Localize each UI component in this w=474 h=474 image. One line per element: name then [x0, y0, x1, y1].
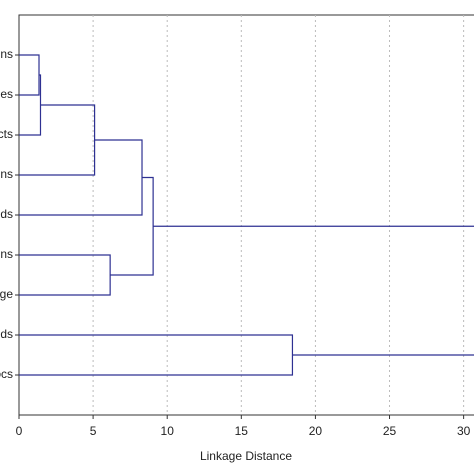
- merge-link: [19, 139, 143, 216]
- x-axis-label: Linkage Distance: [200, 449, 292, 463]
- x-tick-label: 10: [161, 424, 175, 438]
- leaf-label: ocs: [0, 367, 13, 381]
- merge-link: [19, 74, 42, 136]
- leaf-label: cts: [0, 127, 13, 141]
- merge-link: [19, 54, 40, 96]
- leaf-label: ns: [0, 167, 13, 181]
- merge-link: [19, 104, 96, 176]
- x-tick-label: 20: [309, 424, 323, 438]
- x-tick-label: 5: [90, 424, 97, 438]
- leaf-label: ds: [0, 327, 13, 341]
- leaf-label: ge: [0, 287, 13, 301]
- x-tick-label: 15: [235, 424, 249, 438]
- leaf-label: ns: [0, 47, 13, 61]
- x-tick-label: 30: [457, 424, 471, 438]
- merge-link: [19, 334, 294, 376]
- leaf-label: es: [0, 87, 13, 101]
- leaf-label: ns: [0, 247, 13, 261]
- merge-link: [110, 176, 154, 276]
- x-tick-label: 0: [16, 424, 23, 438]
- x-tick-label: 25: [383, 424, 397, 438]
- merge-link: [19, 254, 111, 296]
- leaf-label: ds: [0, 207, 13, 221]
